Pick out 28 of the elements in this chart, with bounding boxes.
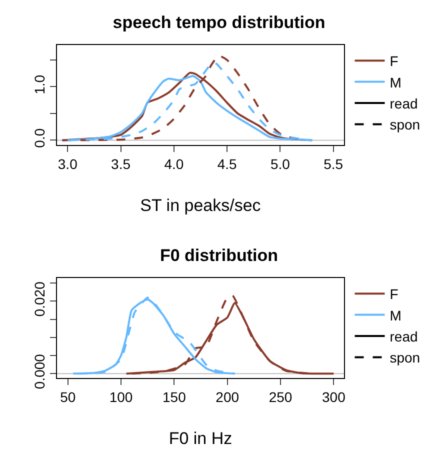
- x-tick-label: 250: [268, 388, 292, 405]
- x-axis-title: F0 in Hz: [168, 429, 232, 448]
- legend-label: spon: [390, 350, 420, 366]
- legend-label: read: [390, 328, 418, 344]
- x-tick-label: 3.0: [58, 156, 78, 172]
- x-tick-label: 5.0: [270, 156, 290, 172]
- x-axis-title: ST in peaks/sec: [140, 196, 262, 216]
- x-tick-label: 3.5: [111, 156, 131, 172]
- chart-title: F0 distribution: [160, 246, 278, 266]
- x-tick-label: 150: [162, 388, 186, 405]
- y-tick-label: 1.0: [31, 74, 48, 94]
- legend-label: M: [390, 307, 402, 324]
- legend-label: F: [390, 53, 398, 70]
- x-tick-label: 5.5: [324, 156, 344, 172]
- y-tick-label: 0.0: [31, 128, 48, 148]
- legend-label: F: [390, 286, 398, 302]
- y-tick-label: 0.000: [31, 354, 48, 390]
- x-tick-label: 300: [322, 388, 346, 405]
- x-tick-label: 4.5: [217, 156, 238, 172]
- legend-label: M: [390, 74, 402, 90]
- x-tick-label: 200: [216, 388, 240, 405]
- legend-label: spon: [390, 116, 420, 133]
- x-tick-label: 100: [109, 388, 133, 405]
- chart-title: speech tempo distribution: [112, 13, 326, 32]
- legend-label: read: [390, 95, 418, 112]
- x-tick-label: 4.0: [164, 156, 184, 172]
- y-tick-label: 0.020: [31, 281, 48, 317]
- x-tick-label: 50: [60, 388, 76, 405]
